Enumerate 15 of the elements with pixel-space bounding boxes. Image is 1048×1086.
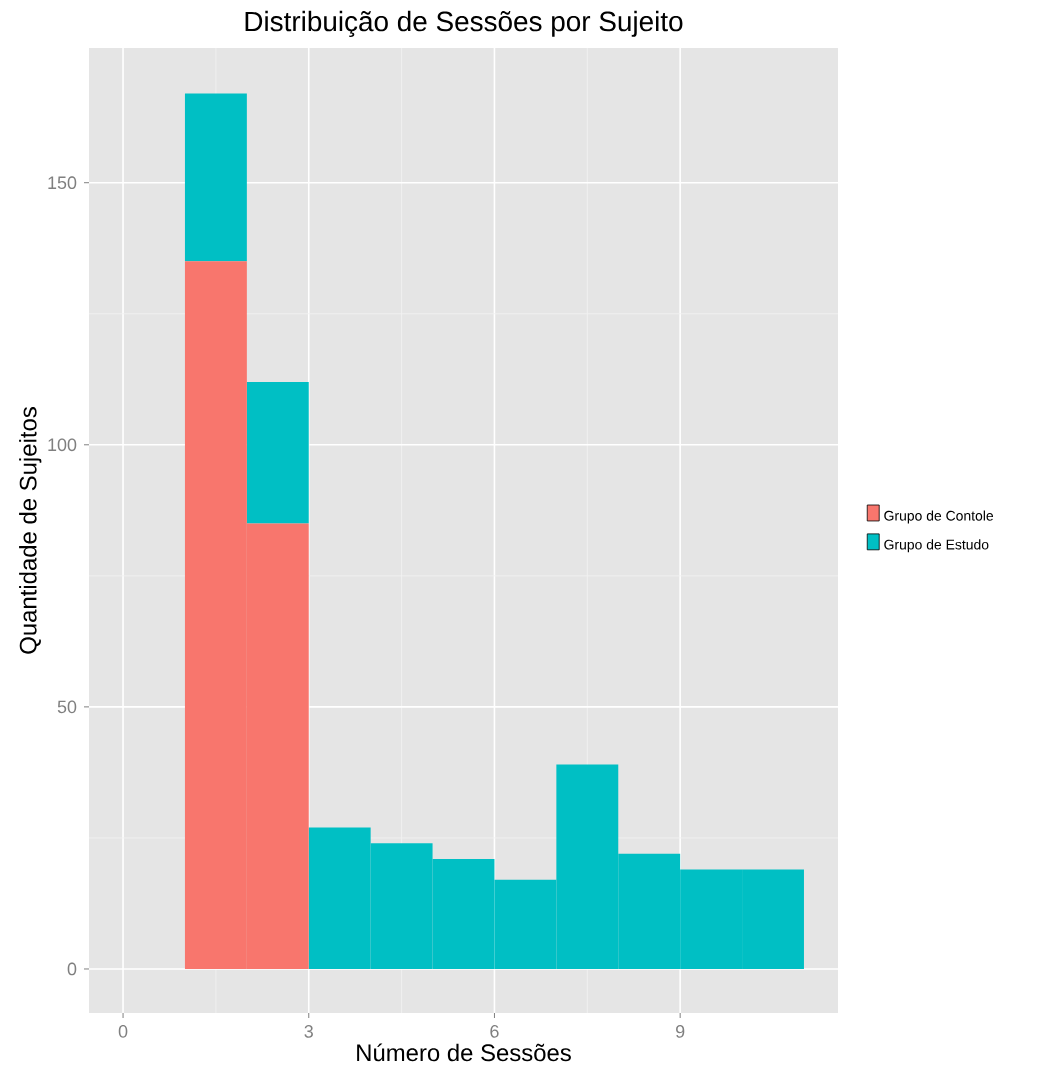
x-tick-label: 9: [676, 1025, 685, 1038]
x-tick-label: 3: [304, 1025, 313, 1038]
x-axis-title: Número de Sessões: [357, 1043, 571, 1062]
bar: [184, 93, 247, 262]
y-tick-label: 100: [48, 438, 77, 452]
x-tick-label: 0: [118, 1025, 128, 1038]
legend-label: Grupo de Contole: [884, 510, 994, 524]
bar: [246, 381, 309, 524]
y-axis-title: Quantidade de Sujeitos: [19, 407, 42, 654]
chart-title: Distribuição de Sessões por Sujeito: [245, 10, 683, 37]
y-tick-label: 150: [48, 176, 77, 190]
x-tick-label: 6: [490, 1025, 499, 1038]
y-tick-label: 0: [67, 962, 77, 976]
y-tick-label: 50: [57, 700, 77, 714]
legend-label: Grupo de Estudo: [884, 539, 989, 553]
